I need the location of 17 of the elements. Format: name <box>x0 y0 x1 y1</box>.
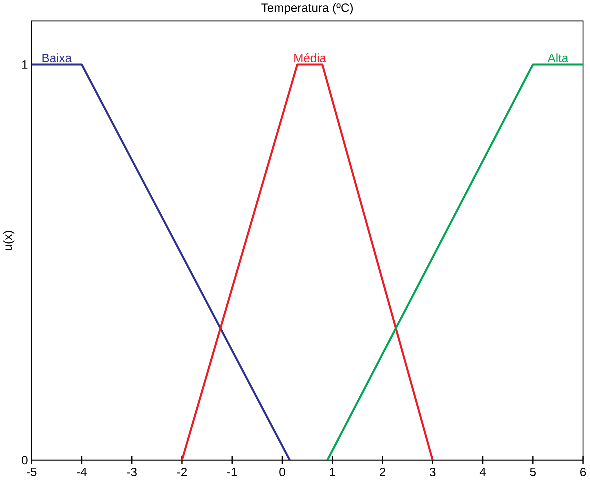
x-tick-label: 5 <box>530 468 536 476</box>
series-label: Baixa <box>42 54 72 63</box>
x-tick-label: -5 <box>26 468 37 476</box>
series-label: Média <box>294 54 327 63</box>
chart-title: Temperatura (ºC) <box>262 3 354 15</box>
x-tick-label: 6 <box>580 468 586 477</box>
x-tick-label: -2 <box>177 468 187 476</box>
x-tick-label: -1 <box>228 468 238 476</box>
x-tick-label: -4 <box>77 468 87 476</box>
x-tick-label: 0 <box>280 468 286 477</box>
x-tick-label: -3 <box>127 468 137 477</box>
x-tick-label: 3 <box>430 468 436 477</box>
x-tick-label: 2 <box>380 468 386 476</box>
series-label: Alta <box>548 54 569 63</box>
x-tick-label: 1 <box>330 468 336 476</box>
y-axis-title: u(x) <box>3 231 15 250</box>
x-tick-label: 4 <box>480 468 486 476</box>
